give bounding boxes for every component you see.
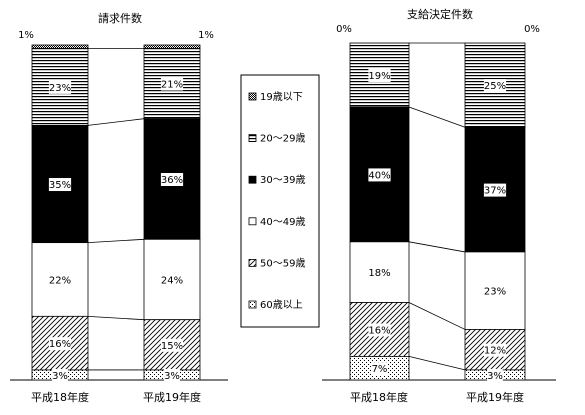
data-label-backdrop — [483, 183, 507, 197]
data-label: 3% — [487, 371, 503, 382]
legend-entry: 19歳以下 — [260, 91, 303, 103]
legend-entry: 40～49歳 — [260, 216, 305, 228]
bars-group: 1% 23% 35% 22% 16% 3% 1% 21% 36% 24% 15% 3% — [18, 30, 214, 382]
data-label: 0% — [524, 24, 540, 35]
data-label: 19% — [368, 71, 390, 82]
legend: 19歳以下 20～29歳 30～39歳 40～49歳 50～59歳 60歳以上 — [240, 74, 320, 328]
bar-segment — [143, 118, 201, 240]
legend-swatch — [248, 134, 257, 143]
data-label: 18% — [368, 268, 390, 279]
bar-segment — [31, 242, 89, 317]
chart-decisions: 支給決定件数 0%19%40%18%16%7%0%25%37%23%12%3% … — [322, 7, 556, 404]
data-label: 12% — [484, 346, 506, 357]
data-label-backdrop — [483, 343, 507, 357]
data-label-backdrop — [371, 362, 388, 376]
data-label-backdrop — [164, 368, 180, 382]
data-label-backdrop — [368, 323, 391, 337]
data-label: 3% — [52, 371, 68, 382]
connector-line — [408, 302, 466, 330]
data-label: 7% — [372, 364, 388, 375]
data-label-backdrop — [368, 69, 391, 83]
data-label: 3% — [164, 371, 180, 382]
category-tick-label: 平成19年度 — [143, 390, 201, 404]
data-label-backdrop — [160, 338, 184, 352]
connector-line — [408, 241, 466, 253]
data-label: 21% — [161, 80, 183, 91]
legend-swatch — [248, 217, 257, 226]
bar-segment — [143, 44, 201, 49]
legend-entry: 50～59歳 — [260, 257, 305, 269]
data-label: 36% — [161, 175, 183, 186]
data-label: 16% — [368, 325, 390, 336]
legend-swatch — [248, 92, 257, 101]
data-label: 16% — [49, 339, 71, 350]
data-label-backdrop — [52, 368, 68, 382]
data-label-backdrop — [368, 168, 391, 182]
bar-segment — [31, 44, 89, 49]
category-tick-label: 平成18年度 — [350, 390, 408, 404]
legend-swatch — [248, 175, 257, 184]
connector-line — [87, 118, 145, 126]
chart-title: 支給決定件数 — [407, 7, 473, 21]
data-label-backdrop — [160, 77, 184, 91]
legend-swatch — [248, 258, 257, 267]
data-label-backdrop — [483, 79, 507, 93]
data-label: 35% — [49, 180, 71, 191]
category-tick-label: 平成18年度 — [31, 390, 89, 404]
data-label: 23% — [484, 287, 506, 298]
legend-frame — [240, 74, 320, 328]
legend-swatch — [248, 300, 257, 309]
legend-entry: 20～29歳 — [260, 133, 305, 145]
legend-entry: 60歳以上 — [260, 299, 303, 311]
legend-entry: 30～39歳 — [260, 174, 305, 186]
data-label-backdrop — [48, 80, 72, 94]
connector-line — [408, 356, 466, 371]
connector-line — [87, 238, 145, 244]
data-label: 0% — [336, 24, 352, 35]
bar-segment — [464, 251, 526, 330]
bars-group: 0% 19% 40% 18% 16% 7% 0% 25% 37% 23% 12% 3% — [336, 24, 540, 382]
data-label: 22% — [49, 276, 71, 287]
data-label: 1% — [198, 30, 214, 41]
data-label-backdrop — [48, 337, 72, 351]
bar-segment — [143, 238, 201, 321]
data-label: 23% — [49, 83, 71, 94]
data-label-backdrop — [487, 368, 503, 382]
chart-title: 請求件数 — [98, 11, 142, 25]
data-label: 40% — [368, 170, 390, 181]
chart-claims: 請求件数 1% 23% 35% 22% 16% 3% 1% 21% 36% 24% 15% 3% 平成… — [10, 11, 228, 404]
connector-line — [408, 106, 466, 128]
category-tick-label: 平成19年度 — [466, 390, 524, 404]
legend-items: 19歳以下 20～29歳 30～39歳 40～49歳 50～59歳 60歳以上 — [248, 91, 305, 311]
connector-line — [87, 315, 145, 321]
data-label: 25% — [484, 81, 506, 92]
data-label: 1% — [18, 30, 34, 41]
data-label-backdrop — [160, 173, 184, 186]
bar-segment — [349, 241, 410, 303]
data-label: 37% — [484, 186, 506, 197]
data-label-backdrop — [48, 178, 72, 192]
data-label: 15% — [161, 341, 183, 352]
data-label: 24% — [161, 276, 183, 287]
